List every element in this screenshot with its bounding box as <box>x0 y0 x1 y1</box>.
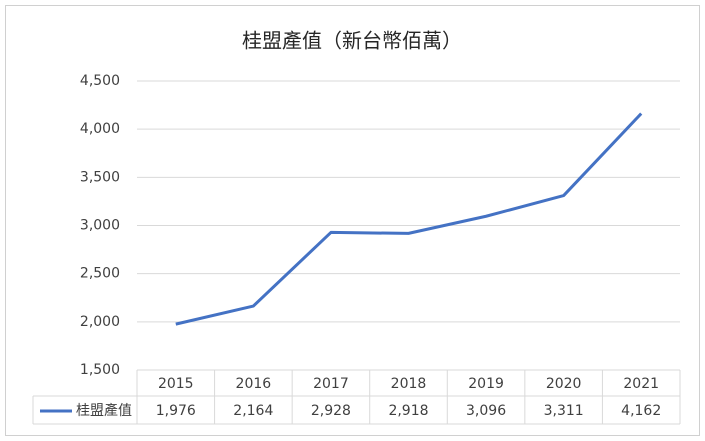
x-tick-label: 2020 <box>546 376 582 392</box>
y-tick-label: 4,500 <box>80 73 120 89</box>
line-series <box>175 112 643 326</box>
x-tick-label: 2019 <box>468 376 504 392</box>
y-tick-label: 2,500 <box>80 266 120 282</box>
y-tick-label: 3,500 <box>80 169 120 185</box>
data-table-value: 3,311 <box>544 403 584 419</box>
data-table-value: 2,928 <box>311 403 351 419</box>
data-table-value: 3,096 <box>466 403 506 419</box>
x-tick-label: 2016 <box>236 376 272 392</box>
x-tick-label: 2021 <box>623 376 659 392</box>
x-tick-label: 2015 <box>158 376 194 392</box>
x-tick-label: 2017 <box>313 376 349 392</box>
data-table-value: 2,918 <box>388 403 428 419</box>
chart-title: 桂盟產值（新台幣佰萬） <box>242 29 462 53</box>
x-tick-label: 2018 <box>391 376 427 392</box>
y-tick-label: 1,500 <box>80 362 120 378</box>
data-table-value: 1,976 <box>156 403 196 419</box>
chart-border <box>5 5 700 436</box>
y-tick-label: 2,000 <box>80 314 120 330</box>
legend-label: 桂盟產值 <box>76 402 132 419</box>
y-tick-label: 3,000 <box>80 218 120 234</box>
data-table-value: 4,162 <box>621 403 661 419</box>
y-tick-label: 4,000 <box>80 121 120 137</box>
data-table-value: 2,164 <box>233 403 273 419</box>
